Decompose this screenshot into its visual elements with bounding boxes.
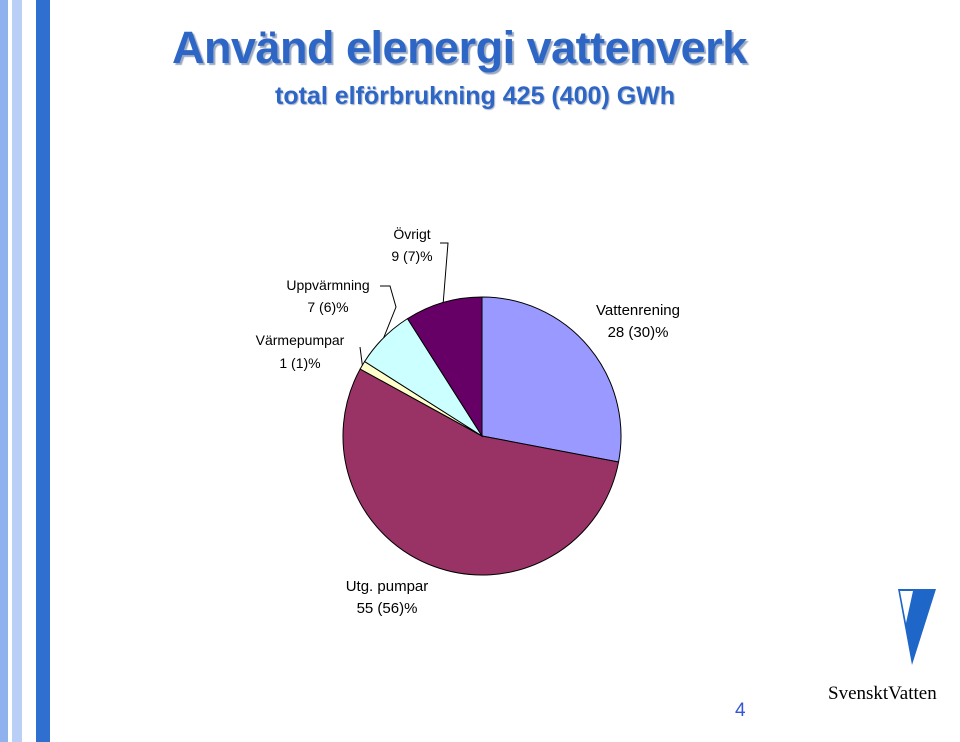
stripe: [0, 0, 8, 742]
slice-label-utg-pumpar: Utg. pumpar: [346, 578, 429, 595]
stripe: [22, 0, 36, 742]
slide-title: Använd elenergi vattenverk: [172, 22, 747, 73]
leader-line-varmepumpar: [359, 346, 363, 366]
label-uppvarmning: Uppvärmning 7 (6)%: [286, 277, 369, 315]
slice-label-vattenrening: Vattenrening: [596, 302, 680, 319]
label-utg-pumpar: Utg. pumpar 55 (56)%: [346, 578, 429, 617]
page-number: 4: [735, 700, 746, 721]
label-varmepumpar: Värmepumpar 1 (1)%: [256, 332, 345, 371]
stripe: [12, 0, 22, 742]
slice-value-ovrigt: 9 (7)%: [391, 248, 432, 264]
stripe: [36, 0, 50, 742]
pie-slice-utg-pumpar: [342, 368, 620, 576]
pie-slice-ovrigt: [406, 296, 483, 438]
slice-value-utg-pumpar: 55 (56)%: [357, 600, 418, 617]
leader-line-uppvarmning: [380, 285, 397, 338]
slice-value-uppvarmning: 7 (6)%: [307, 299, 348, 315]
logo-text: SvensktVatten: [828, 683, 937, 704]
slice-value-vattenrening: 28 (30)%: [608, 324, 669, 341]
svenskt-vatten-logo: SvensktVatten: [828, 589, 937, 704]
label-ovrigt: Övrigt 9 (7)%: [391, 225, 432, 264]
slide-subtitle: total elförbrukning 425 (400) GWh: [275, 82, 676, 110]
leader-line-ovrigt: [440, 242, 449, 303]
logo-drop-highlight: [900, 591, 913, 623]
slice-label-uppvarmning: Uppvärmning: [286, 277, 369, 293]
leader-lines: [359, 242, 449, 366]
slice-value-varmepumpar: 1 (1)%: [279, 355, 320, 371]
stripe: [8, 0, 12, 742]
label-vattenrening: Vattenrening 28 (30)%: [596, 302, 680, 341]
slice-label-varmepumpar: Värmepumpar: [256, 332, 345, 348]
pie-slice-vattenrening: [481, 296, 622, 463]
slice-label-ovrigt: Övrigt: [393, 225, 430, 242]
pie-slices: [342, 296, 622, 576]
